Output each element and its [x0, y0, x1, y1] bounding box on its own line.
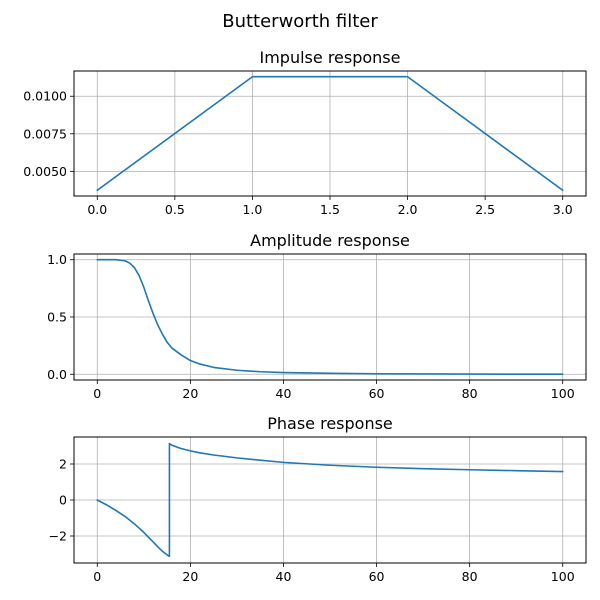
figure-title: Butterworth filter — [222, 11, 378, 32]
amplitude-response-series-line-0 — [96, 258, 564, 375]
amplitude-response-xtick-label-4: 80 — [462, 386, 478, 401]
impulse-response-xtick-label-0: 0.0 — [87, 202, 107, 217]
impulse-response-xtick-label-3: 1.5 — [320, 202, 340, 217]
amplitude-response-xtick-label-0: 0 — [93, 386, 101, 401]
impulse-response-xtick-label-4: 2.0 — [398, 202, 418, 217]
phase-response-xtick-label-1: 20 — [182, 569, 198, 584]
amplitude-response-xtick-label-2: 40 — [276, 386, 292, 401]
amplitude-response-xtick-label-3: 60 — [369, 386, 385, 401]
phase-response-panel: Phase response 0 20 40 60 80 100 −2 0 2 — [49, 414, 587, 584]
phase-response-xtick-label-5: 100 — [551, 569, 575, 584]
impulse-response-ytick-label-1: 0.0075 — [23, 126, 67, 141]
impulse-response-title: Impulse response — [260, 48, 401, 67]
impulse-response-series-line-0 — [96, 75, 564, 192]
impulse-response-xtick-label-5: 2.5 — [475, 202, 495, 217]
amplitude-response-ytick-label-2: 1.0 — [47, 252, 67, 267]
impulse-response-panel: Impulse response 0.0 0.5 1.0 1.5 2.0 2.5 3.0 0.0… — [23, 48, 587, 217]
phase-response-xtick-label-2: 40 — [276, 569, 292, 584]
amplitude-response-xtick-label-1: 20 — [182, 386, 198, 401]
impulse-response-ytick-label-2: 0.0100 — [23, 89, 67, 104]
amplitude-response-xtick-label-5: 100 — [551, 386, 575, 401]
phase-response-xtick-label-3: 60 — [369, 569, 385, 584]
phase-response-xtick-label-0: 0 — [93, 569, 101, 584]
impulse-response-ytick-label-0: 0.0050 — [23, 164, 67, 179]
impulse-response-xtick-label-2: 1.0 — [242, 202, 262, 217]
phase-response-ytick-label-1: 0 — [59, 493, 67, 508]
phase-response-xtick-label-4: 80 — [462, 569, 478, 584]
amplitude-response-ytick-label-0: 0.0 — [47, 367, 67, 382]
phase-response-title: Phase response — [267, 414, 393, 433]
phase-response-ytick-label-2: 2 — [59, 457, 67, 472]
amplitude-response-title: Amplitude response — [250, 231, 410, 250]
phase-response-series-line-0 — [96, 442, 564, 558]
impulse-response-xtick-label-1: 0.5 — [165, 202, 185, 217]
amplitude-response-panel: Amplitude response 0 20 40 60 80 100 0.0 0.5 1.0 — [47, 231, 587, 401]
phase-response-ytick-label-0: −2 — [49, 529, 67, 544]
amplitude-response-ytick-label-1: 0.5 — [47, 310, 67, 325]
impulse-response-xtick-label-6: 3.0 — [553, 202, 573, 217]
